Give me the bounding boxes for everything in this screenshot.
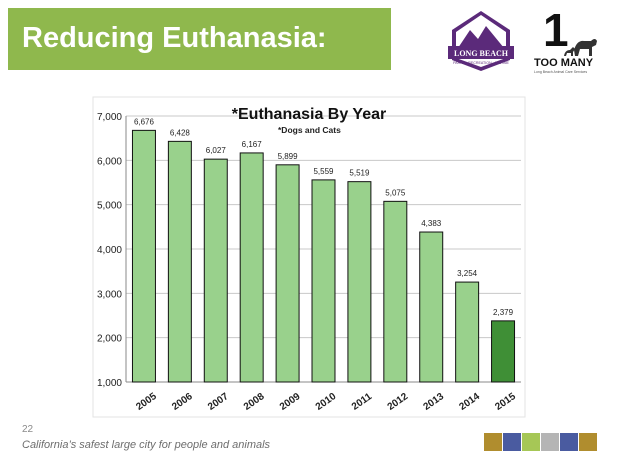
data-label-2008: 6,167 xyxy=(242,140,263,149)
slide-title: Reducing Euthanasia: xyxy=(22,22,327,54)
bar-2013 xyxy=(419,231,444,383)
y-tick-label: 6,000 xyxy=(97,156,122,167)
data-label-2012: 5,075 xyxy=(385,188,406,197)
y-tick-label: 5,000 xyxy=(97,201,122,212)
y-tick-label: 3,000 xyxy=(97,289,122,300)
value-labels: 6,676 6,428 6,027 6,167 5,899 5,559 5,519 5,075… xyxy=(134,117,514,317)
bar-2015 xyxy=(491,320,516,383)
y-tick-label: 2,000 xyxy=(97,334,122,345)
bar-2011 xyxy=(347,181,372,383)
bar-2008 xyxy=(239,152,264,383)
data-label-2007: 6,027 xyxy=(206,146,227,155)
footer-swatch-1 xyxy=(484,433,502,451)
title-bar: Reducing Euthanasia: xyxy=(8,8,391,70)
bar-2007 xyxy=(203,158,228,383)
chart-title: *Euthanasia By Year xyxy=(232,106,386,123)
bar-2009 xyxy=(275,164,300,383)
bar-2010 xyxy=(311,179,336,383)
data-label-2014: 3,254 xyxy=(457,269,478,278)
footer-swatch-6 xyxy=(579,433,597,451)
bar-2006 xyxy=(167,140,192,383)
too-many-logo-name: TOO MANY xyxy=(534,57,594,69)
y-tick-label: 1,000 xyxy=(97,378,122,389)
footer-swatch-5 xyxy=(560,433,578,451)
too-many-logo: 1 TOO MANY Long Beach Animal Care Servic… xyxy=(534,6,597,74)
footer-swatch-4 xyxy=(541,433,559,451)
footer-swatch-2 xyxy=(503,433,521,451)
long-beach-logo-name: LONG BEACH xyxy=(454,49,509,58)
data-label-2015: 2,379 xyxy=(493,308,514,317)
bar-2014 xyxy=(455,281,480,383)
chart-subtitle: *Dogs and Cats xyxy=(278,125,341,135)
footer-color-swatches xyxy=(484,433,598,451)
y-axis-ticks: 1,000 2,000 3,000 4,000 5,000 6,000 7,000 xyxy=(97,112,122,389)
y-tick-label: 4,000 xyxy=(97,245,122,256)
y-tick-label: 7,000 xyxy=(97,112,122,123)
data-label-2009: 5,899 xyxy=(278,152,299,161)
too-many-logo-number: 1 xyxy=(543,6,569,56)
footer-swatch-3 xyxy=(522,433,540,451)
long-beach-logo: LONG BEACH PARKS • RECREATION • MARINE xyxy=(448,11,514,71)
data-label-2005: 6,676 xyxy=(134,117,155,126)
bars xyxy=(131,129,516,383)
data-label-2013: 4,383 xyxy=(421,219,442,228)
data-label-2010: 5,559 xyxy=(313,167,334,176)
too-many-logo-tagline: Long Beach Animal Care Services xyxy=(534,70,587,74)
long-beach-logo-tagline: PARKS • RECREATION • MARINE xyxy=(453,61,509,65)
bar-2005 xyxy=(131,129,156,383)
data-label-2011: 5,519 xyxy=(349,169,370,178)
bar-2012 xyxy=(383,200,408,383)
page-number: 22 xyxy=(22,424,34,435)
chart-background xyxy=(92,96,526,418)
data-label-2006: 6,428 xyxy=(170,128,191,137)
footer-tagline: California’s safest large city for peopl… xyxy=(22,439,271,451)
